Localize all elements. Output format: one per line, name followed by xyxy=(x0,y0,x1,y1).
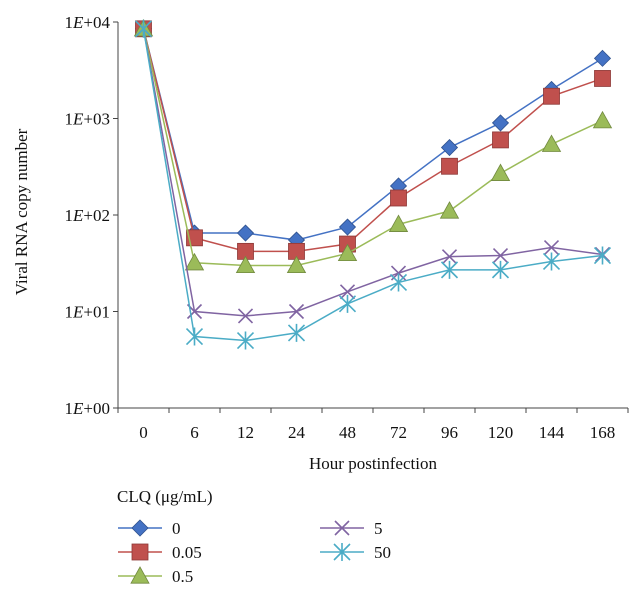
x-tick-label: 72 xyxy=(390,423,407,442)
data-point xyxy=(490,163,511,181)
data-point xyxy=(185,327,204,346)
data-point xyxy=(541,134,562,152)
legend-marker xyxy=(333,543,351,561)
data-point xyxy=(237,308,254,324)
legend-label: 0 xyxy=(172,519,181,538)
y-axis: 1E+00 1E+01 1E+02 1E+03 1E+04 xyxy=(65,13,119,418)
data-point xyxy=(184,252,205,271)
x-tick-label: 24 xyxy=(288,423,306,442)
legend-item-0: 0 xyxy=(118,519,181,538)
legend-label: 0.05 xyxy=(172,543,202,562)
data-point xyxy=(236,331,255,350)
y-tick-label: 1E+01 xyxy=(65,303,110,322)
legend-label: 0.5 xyxy=(172,567,193,586)
x-tick-label: 144 xyxy=(539,423,565,442)
data-point xyxy=(337,243,358,262)
legend-marker xyxy=(130,566,150,584)
data-point xyxy=(339,284,356,300)
series-line xyxy=(142,28,603,253)
legend-item-50: 50 xyxy=(320,543,391,562)
y-tick-label: 1E+02 xyxy=(65,206,110,225)
series-5 xyxy=(135,21,611,324)
data-point xyxy=(134,19,153,38)
data-point xyxy=(440,260,459,279)
legend-title: CLQ (μg/mL) xyxy=(117,487,213,506)
data-point xyxy=(441,249,458,265)
legend-label: 5 xyxy=(374,519,383,538)
data-point xyxy=(440,138,459,157)
data-point xyxy=(593,246,612,265)
data-point xyxy=(236,224,255,242)
x-tick-label: 12 xyxy=(237,423,254,442)
x-tick-label: 168 xyxy=(590,423,616,442)
data-point xyxy=(492,247,509,264)
data-point xyxy=(441,157,458,175)
data-point xyxy=(492,131,509,149)
series-50 xyxy=(134,19,612,350)
series-line xyxy=(142,28,603,317)
x-tick-label: 96 xyxy=(441,423,458,442)
data-point xyxy=(593,49,612,67)
y-tick-label: 1E+00 xyxy=(65,399,110,418)
y-tick-label: 1E+04 xyxy=(65,13,111,32)
series-line xyxy=(142,28,603,241)
x-tick-label: 48 xyxy=(339,423,356,442)
legend-label: 50 xyxy=(374,543,391,562)
y-axis-title: Viral RNA copy number xyxy=(12,128,31,295)
series-0.05 xyxy=(135,20,611,260)
data-point xyxy=(390,189,407,207)
data-point xyxy=(287,323,306,342)
x-axis: 0 6 12 24 48 72 96 120 144 168 xyxy=(117,407,629,442)
series-group xyxy=(133,18,613,350)
data-point xyxy=(491,260,510,279)
data-point xyxy=(286,255,307,274)
data-point xyxy=(288,303,305,320)
data-point xyxy=(543,239,560,256)
series-0 xyxy=(134,20,612,249)
data-point xyxy=(491,114,510,132)
data-point xyxy=(542,252,561,271)
data-point xyxy=(389,273,408,292)
data-point xyxy=(338,294,357,313)
data-point xyxy=(439,201,460,219)
legend-marker xyxy=(131,543,149,561)
legend-item-0.5: 0.5 xyxy=(118,566,193,586)
x-tick-label: 120 xyxy=(488,423,514,442)
series-0.5 xyxy=(133,18,613,274)
y-tick-label: 1E+03 xyxy=(65,110,110,129)
data-point xyxy=(338,218,357,236)
data-point xyxy=(543,87,560,105)
legend-item-0.05: 0.05 xyxy=(118,543,202,562)
legend: CLQ (μg/mL) 0 0.05 0.5 5 50 xyxy=(117,487,391,586)
series-line xyxy=(142,28,603,342)
data-point xyxy=(235,255,256,274)
x-tick-label: 6 xyxy=(190,423,199,442)
x-axis-title: Hour postinfection xyxy=(309,454,437,473)
x-tick-label: 0 xyxy=(139,423,148,442)
data-point xyxy=(388,214,409,232)
data-point xyxy=(594,70,611,87)
legend-marker xyxy=(131,519,149,537)
series-line xyxy=(142,28,603,267)
legend-item-5: 5 xyxy=(320,519,383,538)
legend-marker xyxy=(334,520,350,536)
data-point xyxy=(592,110,613,129)
